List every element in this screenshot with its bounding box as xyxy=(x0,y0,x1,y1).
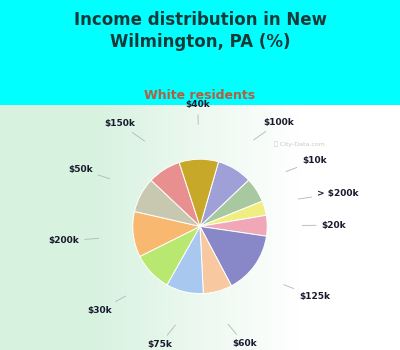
Text: $60k: $60k xyxy=(228,324,257,348)
Wedge shape xyxy=(134,180,200,226)
Text: $50k: $50k xyxy=(68,164,110,179)
Wedge shape xyxy=(200,201,266,226)
Wedge shape xyxy=(200,180,262,226)
Text: Income distribution in New
Wilmington, PA (%): Income distribution in New Wilmington, P… xyxy=(74,11,326,51)
Wedge shape xyxy=(200,226,266,286)
Wedge shape xyxy=(179,159,218,226)
Wedge shape xyxy=(140,226,200,285)
Wedge shape xyxy=(200,162,249,226)
Text: ⓘ City-Data.com: ⓘ City-Data.com xyxy=(274,141,325,147)
Wedge shape xyxy=(200,226,232,294)
Text: $40k: $40k xyxy=(186,100,210,125)
Text: $30k: $30k xyxy=(87,296,126,315)
Text: > $200k: > $200k xyxy=(298,189,358,199)
Text: $10k: $10k xyxy=(286,156,327,172)
Wedge shape xyxy=(167,226,203,294)
Wedge shape xyxy=(133,211,200,257)
Text: $150k: $150k xyxy=(104,119,145,141)
Text: $100k: $100k xyxy=(254,118,294,140)
Text: $125k: $125k xyxy=(284,285,330,301)
Text: $75k: $75k xyxy=(147,325,176,349)
Wedge shape xyxy=(151,162,200,226)
Text: White residents: White residents xyxy=(144,89,256,102)
Wedge shape xyxy=(200,215,267,236)
Text: $20k: $20k xyxy=(302,221,346,230)
Text: $200k: $200k xyxy=(48,236,99,245)
